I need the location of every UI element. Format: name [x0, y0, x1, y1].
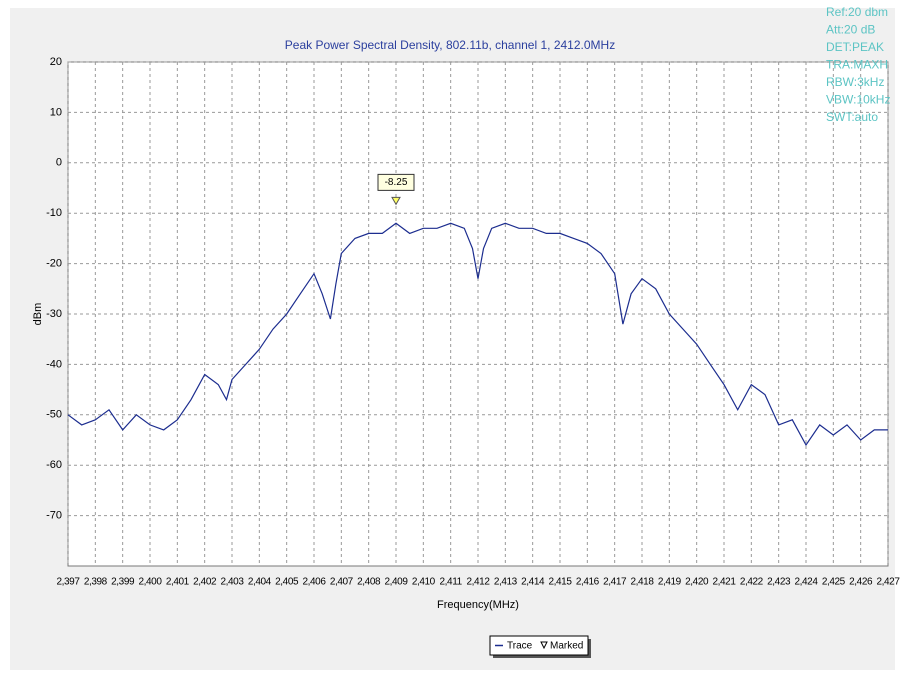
x-tick-label: 2,403	[220, 577, 244, 588]
info-text: DET:PEAK	[826, 40, 884, 54]
x-tick-label: 2,406	[302, 577, 326, 588]
info-text: VBW:10kHz	[826, 93, 890, 107]
marker	[391, 196, 401, 206]
x-tick-label: 2,421	[712, 577, 736, 588]
x-tick-label: 2,413	[494, 577, 518, 588]
x-tick-label: 2,420	[685, 577, 709, 588]
y-tick-label: -60	[46, 459, 62, 471]
x-axis-label: Frequency(MHz)	[437, 599, 519, 611]
y-tick-label: -10	[46, 207, 62, 219]
info-text: SWT:auto	[826, 110, 878, 124]
legend-box	[489, 635, 589, 656]
x-tick-label: 2,423	[767, 577, 791, 588]
x-tick-label: 2,398	[84, 577, 108, 588]
x-tick-label: 2,405	[275, 577, 299, 588]
info-text: TRA:MAXH	[826, 58, 888, 72]
x-tick-label: 2,407	[330, 577, 354, 588]
y-tick-label: -70	[46, 510, 62, 522]
x-tick-label: 2,408	[357, 577, 381, 588]
x-tick-label: 2,424	[794, 577, 818, 588]
x-tick-label: 2,397	[56, 577, 80, 588]
x-tick-label: 2,402	[193, 577, 217, 588]
legend-label: Trace	[507, 641, 533, 652]
x-tick-label: 2,409	[384, 577, 408, 588]
y-axis-label: dBm	[32, 303, 44, 326]
x-tick-label: 2,416	[576, 577, 600, 588]
x-tick-label: 2,422	[740, 577, 764, 588]
chart-title: Peak Power Spectral Density, 802.11b, ch…	[285, 38, 615, 52]
y-tick-label: -20	[46, 258, 62, 270]
y-tick-label: -50	[46, 409, 62, 421]
legend-marker	[540, 641, 548, 650]
x-tick-label: 2,411	[440, 577, 463, 588]
y-tick-label: -30	[46, 308, 62, 320]
y-tick-label: -40	[46, 358, 62, 370]
x-tick-label: 2,401	[166, 577, 190, 588]
marker-label: -8.25	[385, 177, 408, 188]
x-tick-label: 2,400	[138, 577, 162, 588]
info-text: RBW:3kHz	[826, 75, 884, 89]
x-tick-label: 2,410	[412, 577, 436, 588]
x-tick-label: 2,418	[630, 577, 654, 588]
x-tick-label: 2,414	[521, 577, 545, 588]
x-tick-label: 2,426	[849, 577, 873, 588]
marker-label-box	[377, 173, 415, 191]
x-tick-label: 2,419	[658, 577, 682, 588]
x-tick-label: 2,415	[548, 577, 572, 588]
y-tick-label: 0	[56, 157, 62, 169]
trace-line	[67, 222, 888, 447]
info-text: Att:20 dB	[826, 23, 875, 37]
y-tick-label: 20	[50, 56, 62, 68]
x-tick-label: 2,417	[603, 577, 627, 588]
x-tick-label: 2,399	[111, 577, 135, 588]
x-tick-label: 2,412	[466, 577, 490, 588]
legend-label: Marked	[550, 641, 583, 652]
x-tick-label: 2,425	[822, 577, 846, 588]
x-tick-label: 2,427	[876, 577, 900, 588]
info-text: Ref:20 dbm	[826, 5, 888, 19]
y-tick-label: 10	[50, 106, 62, 118]
x-tick-label: 2,404	[248, 577, 272, 588]
